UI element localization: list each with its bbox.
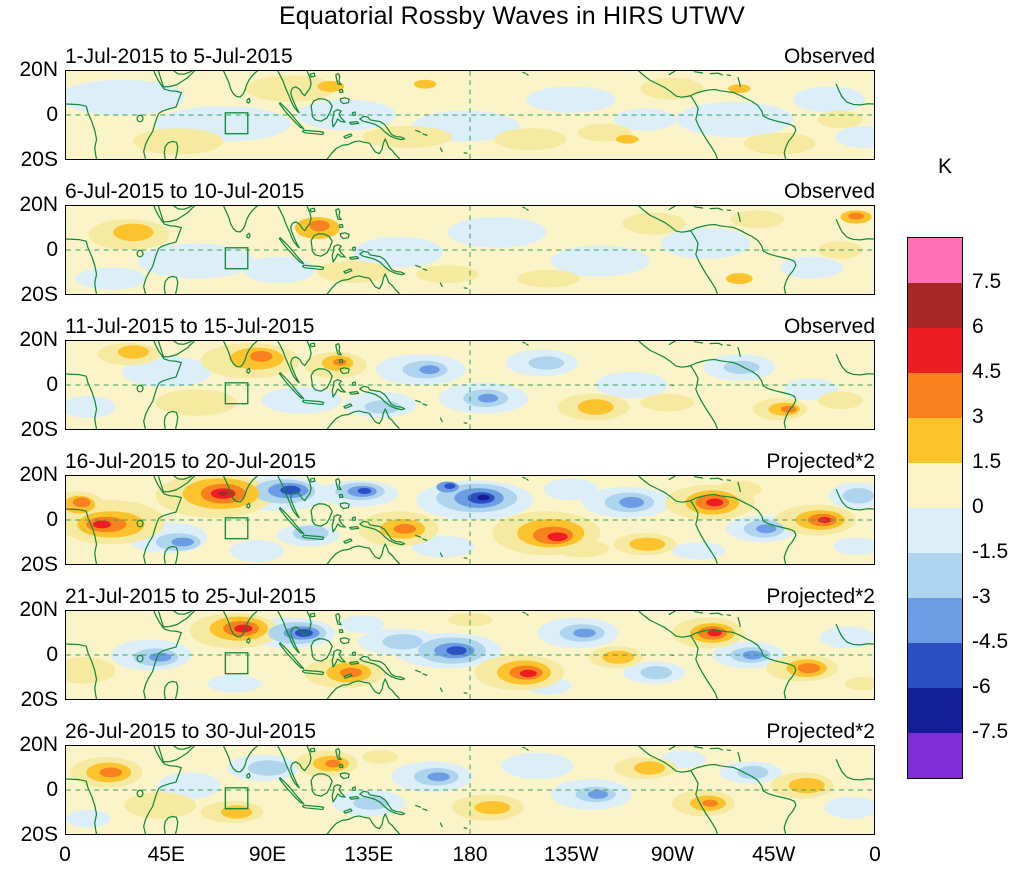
x-tick-label: 135E [344,843,394,866]
colorbar-swatch [908,463,962,508]
colorbar-swatch [908,688,962,733]
y-tick-20s: 20S [20,148,58,171]
x-axis: 0 45E 90E 135E 180 135W 90W 45W 0 [0,843,1024,873]
map-svg [66,746,874,834]
map-panel [65,745,875,835]
colorbar-swatches [907,237,963,779]
x-tick-label: 135W [543,843,599,866]
panel-date-range: 16-Jul-2015 to 20-Jul-2015 [65,450,316,473]
x-tick-label: 180 [452,843,488,866]
colorbar-swatch [908,598,962,643]
map-panel [65,340,875,430]
y-tick-20n: 20N [19,463,58,486]
colorbar-swatch [908,418,962,463]
y-tick-0: 0 [46,238,58,261]
colorbar-tick-label: 7.5 [972,270,1002,293]
panel-source-label: Projected*2 [766,720,875,743]
colorbar-swatch [908,283,962,328]
map-svg [66,206,874,294]
colorbar-swatch [908,508,962,553]
colorbar-tick-label: -1.5 [972,540,1009,563]
panel-source-label: Observed [783,315,875,338]
map-svg [66,71,874,159]
anomaly-field [74,210,872,290]
y-tick-0: 0 [46,508,58,531]
map-panel [65,475,875,565]
x-tick-label: 0 [869,843,881,866]
panel-1: 1-Jul-2015 to 5-Jul-2015 Observed 20N 0 … [0,45,1024,180]
colorbar-swatch [908,238,962,283]
y-tick-20n: 20N [19,193,58,216]
colorbar-unit-label: K [937,155,952,178]
colorbar-tick-labels: 7.5 6 4.5 3 1.5 0 -1.5 -3 -4.5 -6 -7.5 [972,237,1024,777]
colorbar-tick-label: -6 [972,675,991,698]
figure-title: Equatorial Rossby Waves in HIRS UTWV [278,2,746,30]
x-tick-label: 90E [248,843,287,866]
y-tick-20s: 20S [20,823,58,846]
map-svg [66,476,874,564]
y-tick-20n: 20N [19,598,58,621]
y-tick-0: 0 [46,103,58,126]
y-tick-0: 0 [46,643,58,666]
panel-4: 16-Jul-2015 to 20-Jul-2015 Projected*2 2… [0,450,1024,585]
panel-source-label: Observed [783,180,875,203]
y-tick-20n: 20N [19,328,58,351]
panel-5: 21-Jul-2015 to 25-Jul-2015 Projected*2 2… [0,585,1024,720]
x-tick-label: 45E [147,843,185,866]
colorbar-tick-label: 1.5 [972,450,1002,473]
x-tick-label: 90W [650,843,695,866]
colorbar-tick-label: -7.5 [972,720,1009,743]
panel-source-label: Projected*2 [766,585,875,608]
map-panel [65,205,875,295]
panel-date-range: 21-Jul-2015 to 25-Jul-2015 [65,585,316,608]
colorbar-swatch [908,643,962,688]
colorbar-swatch [908,373,962,418]
colorbar-tick-label: 3 [972,405,984,428]
y-tick-20s: 20S [20,283,58,306]
map-svg [66,611,874,699]
y-tick-0: 0 [46,778,58,801]
y-tick-20s: 20S [20,418,58,441]
y-tick-20n: 20N [19,733,58,756]
colorbar-tick-label: -4.5 [972,630,1009,653]
panel-3: 11-Jul-2015 to 15-Jul-2015 Observed 20N … [0,315,1024,450]
panel-date-range: 26-Jul-2015 to 30-Jul-2015 [65,720,316,743]
map-svg [66,341,874,429]
x-tick-label: 45W [752,843,796,866]
panel-6: 26-Jul-2015 to 30-Jul-2015 Projected*2 2… [0,720,1024,855]
panel-source-label: Observed [783,45,875,68]
panel-date-range: 6-Jul-2015 to 10-Jul-2015 [65,180,305,203]
panel-date-range: 1-Jul-2015 to 5-Jul-2015 [65,45,293,68]
y-tick-0: 0 [46,373,58,396]
colorbar-swatch [908,328,962,373]
panel-date-range: 11-Jul-2015 to 15-Jul-2015 [65,315,315,338]
y-tick-20n: 20N [19,58,58,81]
map-panel [65,610,875,700]
anomaly-field [66,613,874,695]
colorbar-swatch [908,733,962,778]
panel-2: 6-Jul-2015 to 10-Jul-2015 Observed 20N 0… [0,180,1024,315]
map-panel [65,70,875,160]
colorbar-tick-label: 0 [972,495,984,518]
colorbar-swatch [908,553,962,598]
y-tick-20s: 20S [20,553,58,576]
x-tick-label: 0 [59,843,71,866]
colorbar-tick-label: 6 [972,315,984,338]
y-tick-20s: 20S [20,688,58,711]
colorbar-tick-label: 4.5 [972,360,1002,383]
colorbar-tick-label: -3 [972,585,991,608]
panel-source-label: Projected*2 [766,450,875,473]
